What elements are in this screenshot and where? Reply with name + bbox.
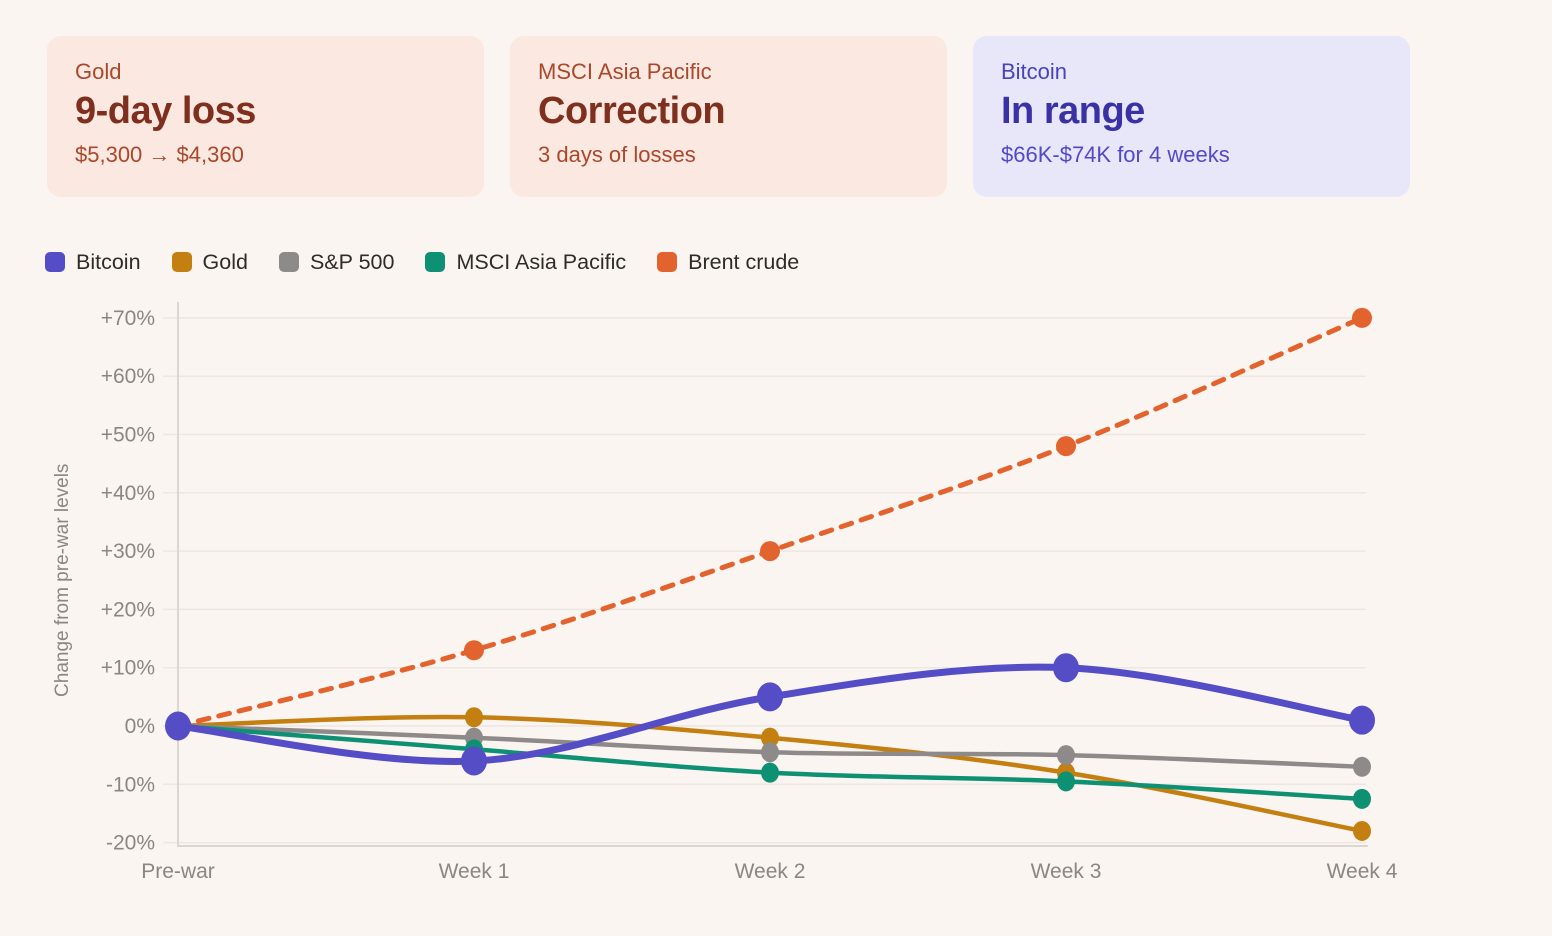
x-tick-label: Week 3 (1031, 860, 1102, 883)
legend-swatch-msci-asia-pacific (425, 252, 446, 272)
legend-label-brent-crude: Brent crude (688, 249, 800, 274)
series-dot-brent-crude (760, 541, 780, 562)
series-dot-bitcoin (757, 682, 783, 712)
legend-label-gold: Gold (202, 249, 248, 274)
series-dot-gold (1353, 820, 1371, 841)
legend-item-brent-crude: Brent crude (657, 250, 799, 275)
y-tick-label: +20% (101, 598, 155, 621)
series-dot-bitcoin (1053, 653, 1079, 683)
series-dot-s-p-500 (1057, 745, 1075, 766)
legend-label-msci-asia-pacific: MSCI Asia Pacific (456, 249, 627, 274)
series-dot-brent-crude (1056, 436, 1076, 457)
legend-swatch-s-p-500 (278, 252, 299, 272)
series-dot-bitcoin (461, 746, 487, 776)
series-dot-bitcoin (1349, 705, 1375, 735)
series-dot-s-p-500 (1353, 756, 1371, 777)
y-tick-label: -10% (106, 773, 155, 796)
series-dot-bitcoin (165, 711, 191, 741)
legend-swatch-brent-crude (657, 252, 678, 272)
x-tick-label: Week 2 (735, 860, 806, 883)
legend-swatch-bitcoin (45, 252, 65, 272)
series-line-brent-crude (175, 315, 1365, 729)
legend-item-gold: Gold (171, 249, 248, 275)
y-tick-label: +50% (101, 424, 155, 447)
card-headline: 9-day loss (75, 90, 256, 133)
card-headline: Correction (538, 90, 726, 133)
line-chart: +70% +60% +50% +40% +30% +20% +10% 0% -10% -20% Pr… (52, 302, 1398, 883)
card-asset-label: MSCI Asia Pacific (538, 59, 712, 84)
x-tick-label: Pre-war (141, 860, 215, 883)
y-tick-label: +10% (101, 657, 155, 680)
legend-item-msci-asia-pacific: MSCI Asia Pacific (425, 250, 626, 275)
x-tick-label: Week 4 (1327, 860, 1398, 883)
series-dot-msci-asia-pacific (1057, 771, 1075, 792)
series-dot-brent-crude (464, 640, 484, 661)
stat-card-gold: Gold 9-day loss $5,300 → $4,360 (47, 36, 484, 197)
y-tick-label: +30% (101, 540, 155, 563)
chart-legend: Bitcoin Gold S&P 500 MSCI Asia Pacific Brent… (45, 248, 1552, 276)
x-tick-label: Week 1 (439, 860, 510, 883)
legend-item-bitcoin: Bitcoin (45, 250, 141, 275)
stat-cards-row: Gold 9-day loss $5,300 → $4,360 MSCI Asi… (0, 0, 1552, 197)
card-asset-label: Gold (75, 59, 122, 84)
card-headline: In range (1001, 90, 1145, 133)
card-detail: $5,300 → $4,360 (75, 142, 244, 168)
series-dot-gold (761, 727, 779, 748)
y-axis-title: Change from pre-war levels (52, 464, 73, 697)
stat-card-msci: MSCI Asia Pacific Correction 3 days of l… (510, 36, 947, 197)
stat-card-bitcoin: Bitcoin In range $66K-$74K for 4 weeks (973, 36, 1410, 197)
legend-label-s-p-500: S&P 500 (309, 249, 395, 274)
series-dot-s-p-500 (761, 742, 779, 763)
legend-swatch-gold (171, 252, 192, 272)
y-tick-label: -20% (106, 832, 155, 855)
series-dot-msci-asia-pacific (761, 762, 779, 783)
y-tick-label: +60% (101, 365, 155, 388)
legend-item-s-p-500: S&P 500 (278, 249, 395, 275)
legend-label-bitcoin: Bitcoin (76, 249, 141, 274)
series-dot-gold (465, 707, 483, 728)
card-asset-label: Bitcoin (1001, 59, 1068, 84)
y-tick-label: +40% (101, 482, 155, 505)
y-tick-label: +70% (101, 307, 155, 330)
y-tick-label: 0% (125, 715, 155, 738)
card-detail: $66K-$74K for 4 weeks (1001, 142, 1230, 168)
card-detail: 3 days of losses (538, 142, 696, 168)
series-dot-brent-crude (1352, 307, 1372, 328)
series-dot-msci-asia-pacific (1353, 788, 1371, 809)
